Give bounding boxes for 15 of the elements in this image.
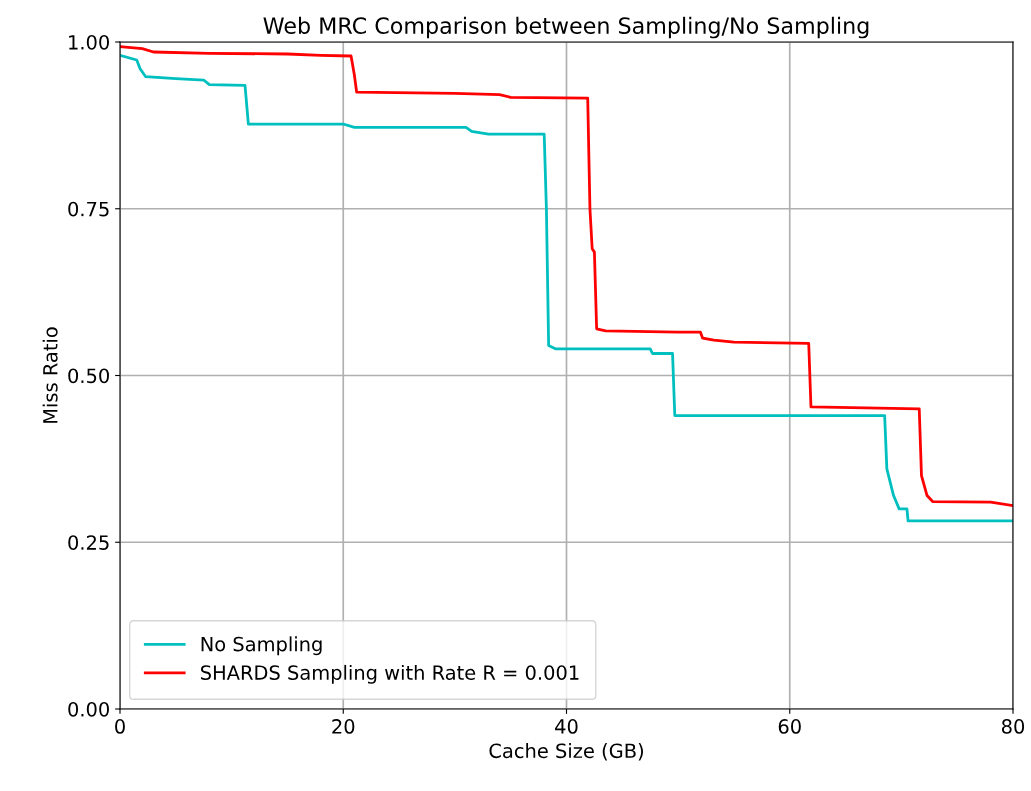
y-tick-label: 0.25: [68, 535, 109, 550]
y-tick-label: 1.00: [69, 34, 109, 50]
x-tick-label: 80: [1001, 719, 1025, 734]
x-tick-label: 0: [115, 719, 125, 734]
x-tick-label: 40: [555, 719, 578, 734]
chart-title: Web MRC Comparison between Sampling/No Sampling: [263, 16, 869, 39]
x-tick-label: 60: [778, 719, 801, 734]
y-tick-label: 0.00: [68, 701, 109, 717]
legend-label: SHARDS Sampling with Rate R = 0.001: [201, 664, 579, 684]
legend-label: No Sampling: [201, 636, 322, 656]
y-tick-label: 0.50: [68, 368, 109, 384]
x-tick-label: 20: [332, 719, 355, 734]
x-axis-title: Cache Size (GB): [489, 743, 643, 761]
y-axis-title: Miss Ratio: [42, 327, 58, 423]
y-tick-label: 0.75: [68, 201, 109, 217]
